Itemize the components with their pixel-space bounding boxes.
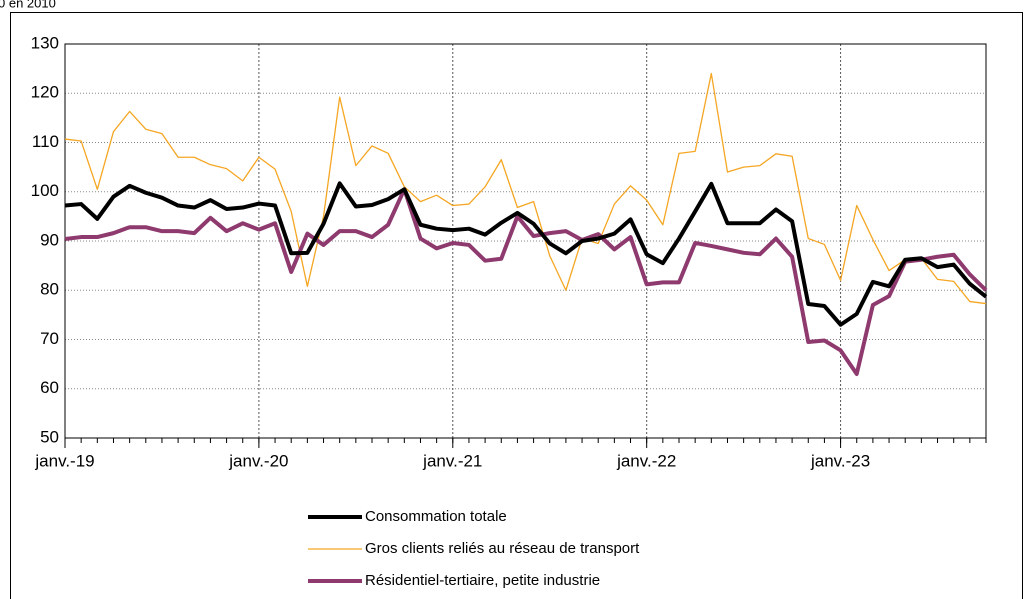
plot-area — [64, 43, 987, 439]
y-tick-label: 130 — [31, 33, 59, 52]
y-tick-label: 80 — [40, 280, 59, 299]
x-tick-label: janv.-23 — [810, 451, 870, 470]
legend-label: Résidentiel-tertiaire, petite industrie — [365, 572, 600, 589]
series-line — [64, 72, 987, 305]
y-tick-label: 70 — [40, 329, 59, 348]
legend-label: Consommation totale — [365, 508, 507, 525]
series-line — [64, 187, 988, 376]
y-tick-label: 50 — [40, 427, 59, 446]
x-tick-label: janv.-20 — [228, 451, 288, 470]
y-tick-label: 110 — [32, 132, 59, 151]
x-tick-label: janv.-19 — [34, 451, 94, 470]
y-tick-label: 90 — [40, 230, 59, 249]
y-tick-label: 60 — [40, 378, 59, 397]
y-tick-label: 100 — [31, 181, 59, 200]
series-line — [64, 181, 988, 327]
chart-frame — [10, 12, 1023, 599]
chart-subtitle: 0 en 2010 — [0, 0, 56, 10]
legend-label: Gros clients reliés au réseau de transpo… — [365, 540, 640, 557]
y-tick-label: 120 — [31, 83, 59, 102]
x-tick-label: janv.-21 — [422, 451, 482, 470]
x-tick-label: janv.-22 — [616, 451, 676, 470]
